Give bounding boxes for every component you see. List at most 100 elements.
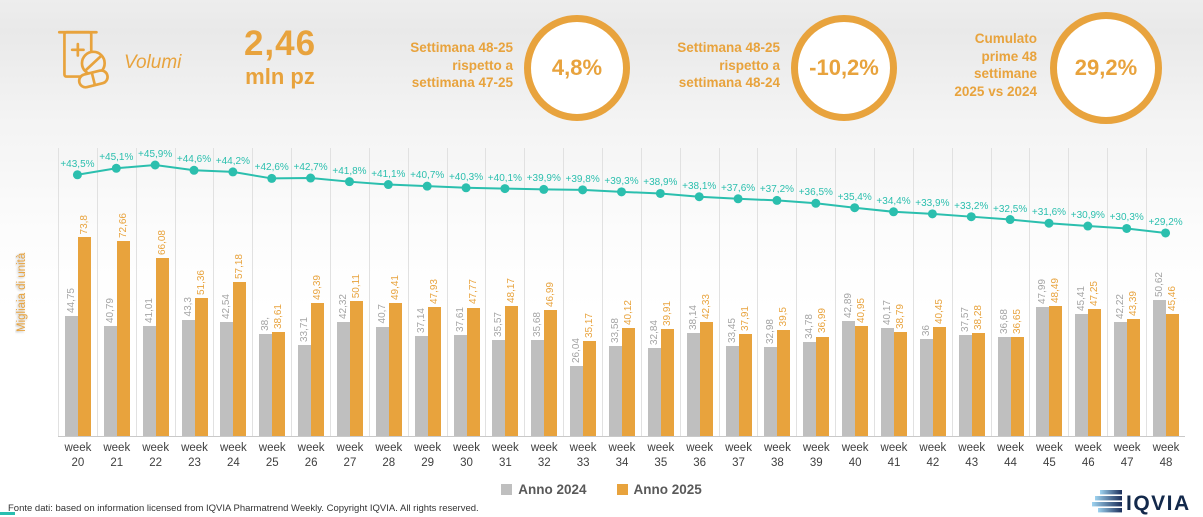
bar-anno-2024 xyxy=(997,337,1011,436)
x-axis-tick: week 27 xyxy=(336,442,364,469)
bar-value-2024: 38,14 xyxy=(687,305,699,331)
line-point-label: +38,1% xyxy=(682,180,717,192)
line-point-label: +43,5% xyxy=(60,158,95,170)
bar-value-2025: 66,08 xyxy=(156,230,168,256)
bar-value-2024: 44,75 xyxy=(65,287,77,313)
bar-value-2024: 45,41 xyxy=(1076,285,1088,311)
bar-value-2024: 40,17 xyxy=(881,299,893,325)
kpi-week-vs-prev-year-circle: -10,2% xyxy=(791,15,897,121)
bar-anno-2024 xyxy=(64,315,78,436)
bar-value-2025: 37,91 xyxy=(739,306,751,332)
week-column: 38, 38,61 week 25 xyxy=(252,148,291,469)
bar-value-2024: 42,32 xyxy=(337,294,349,320)
bar-value-2025: 40,12 xyxy=(622,300,634,326)
bar-value-2025: 39,91 xyxy=(661,300,673,326)
plot-area: 44,75 73,8 week 20 40,79 72,66 week 21 41,01 66,0… xyxy=(58,148,1185,469)
bar-anno-2025 xyxy=(660,328,674,436)
kpi-week-vs-prev-week-circle: 4,8% xyxy=(524,15,630,121)
bar-anno-2025 xyxy=(971,333,985,436)
line-point-label: +44,6% xyxy=(176,154,212,166)
bar-value-2024: 35,57 xyxy=(493,312,505,338)
bar-value-2025: 36,99 xyxy=(817,308,829,334)
x-axis-tick: week 35 xyxy=(647,442,675,469)
x-axis-tick: week 38 xyxy=(763,442,791,469)
line-point-label: +34,4% xyxy=(876,195,911,207)
bar-value-2025: 39,5 xyxy=(778,307,790,327)
line-point-label: +37,2% xyxy=(759,184,795,196)
bar-anno-2025 xyxy=(932,327,946,436)
bar-anno-2024 xyxy=(1152,299,1166,436)
legend-swatch-2024 xyxy=(501,484,513,495)
legend-label-2024: Anno 2024 xyxy=(518,482,587,497)
line-point-label: +30,3% xyxy=(1109,212,1144,224)
x-axis-tick: week 47 xyxy=(1113,442,1141,469)
bar-anno-2024 xyxy=(919,339,933,436)
legend-label-2025: Anno 2025 xyxy=(633,482,702,497)
line-point-label: +44,2% xyxy=(215,155,250,167)
bar-anno-2024 xyxy=(880,327,894,436)
bar-value-2024: 33,71 xyxy=(299,317,311,343)
bar-anno-2024 xyxy=(259,333,273,436)
line-point-label: +39,8% xyxy=(565,173,600,185)
bar-value-2024: 50,62 xyxy=(1153,271,1165,297)
iqvia-logo-text: IQVIA xyxy=(1126,492,1191,515)
week-column: 44,75 73,8 week 20 xyxy=(58,148,97,469)
bar-value-2024: 42,54 xyxy=(221,293,233,319)
week-column: 40,7 49,41 week 28 xyxy=(368,148,408,469)
bar-value-2025: 57,18 xyxy=(234,254,246,280)
bar-anno-2025 xyxy=(466,307,480,436)
bar-value-2025: 47,25 xyxy=(1089,280,1101,306)
x-axis-tick: week 40 xyxy=(841,442,869,469)
bar-value-2024: 37,61 xyxy=(454,306,466,332)
legend-item-2025: Anno 2025 xyxy=(616,482,702,497)
chart-legend: Anno 2024 Anno 2025 xyxy=(0,482,1203,497)
bar-value-2025: 40,45 xyxy=(933,299,945,325)
y-axis-label: Migliaia di unità xyxy=(16,252,28,333)
bar-anno-2025 xyxy=(621,328,635,436)
week-column: 50,62 45,46 week 48 xyxy=(1146,148,1185,469)
bar-anno-2024 xyxy=(608,345,622,436)
week-column: 47,99 48,49 week 45 xyxy=(1029,148,1068,469)
line-point-label: +45,1% xyxy=(99,152,134,164)
x-axis-tick: week 24 xyxy=(219,442,247,469)
bar-anno-2025 xyxy=(505,306,519,436)
line-point-label: +35,4% xyxy=(837,191,872,203)
week-column: 34,78 36,99 week 39 xyxy=(796,148,835,469)
bar-value-2025: 36,65 xyxy=(1011,309,1023,335)
bar-value-2024: 33,58 xyxy=(609,317,621,343)
bar-value-2024: 26,04 xyxy=(571,337,583,363)
bar-anno-2024 xyxy=(725,346,739,436)
bar-anno-2025 xyxy=(311,303,325,436)
line-point-label: +41,1% xyxy=(371,168,406,180)
bar-value-2025: 38,61 xyxy=(273,304,285,330)
bar-anno-2025 xyxy=(738,334,752,436)
bar-anno-2025 xyxy=(777,329,791,436)
kpi-week-vs-prev-week-value: 4,8% xyxy=(551,55,603,80)
x-axis-tick: week 33 xyxy=(569,442,597,469)
kpi-week-vs-prev-year-value: -10,2% xyxy=(809,55,879,80)
bar-value-2024: 42,89 xyxy=(843,292,855,318)
bar-value-2025: 45,46 xyxy=(1166,285,1178,311)
bar-anno-2024 xyxy=(686,333,700,436)
week-column: 33,45 37,91 week 37 xyxy=(718,148,758,469)
x-axis-tick: week 41 xyxy=(880,442,908,469)
x-axis-tick: week 31 xyxy=(491,442,519,469)
line-point-label: +42,7% xyxy=(293,162,328,174)
bar-anno-2025 xyxy=(893,331,907,436)
bar-value-2024: 37,14 xyxy=(415,308,427,334)
bar-anno-2024 xyxy=(336,322,350,436)
bar-value-2025: 50,11 xyxy=(350,273,362,299)
x-axis-tick: week 21 xyxy=(103,442,131,469)
bar-anno-2024 xyxy=(764,347,778,436)
week-column: 40,17 38,79 week 41 xyxy=(874,148,913,469)
week-column: 37,57 38,28 week 43 xyxy=(951,148,991,469)
bar-anno-2025 xyxy=(233,282,247,436)
week-column: 42,22 43,39 week 47 xyxy=(1107,148,1146,469)
bar-value-2024: 40,7 xyxy=(376,304,388,324)
bar-anno-2024 xyxy=(103,326,117,436)
bar-anno-2024 xyxy=(803,342,817,436)
bar-value-2025: 38,28 xyxy=(972,305,984,331)
bar-value-2024: 32,98 xyxy=(765,319,777,345)
bar-value-2025: 49,41 xyxy=(389,275,401,301)
bar-anno-2025 xyxy=(77,237,91,436)
